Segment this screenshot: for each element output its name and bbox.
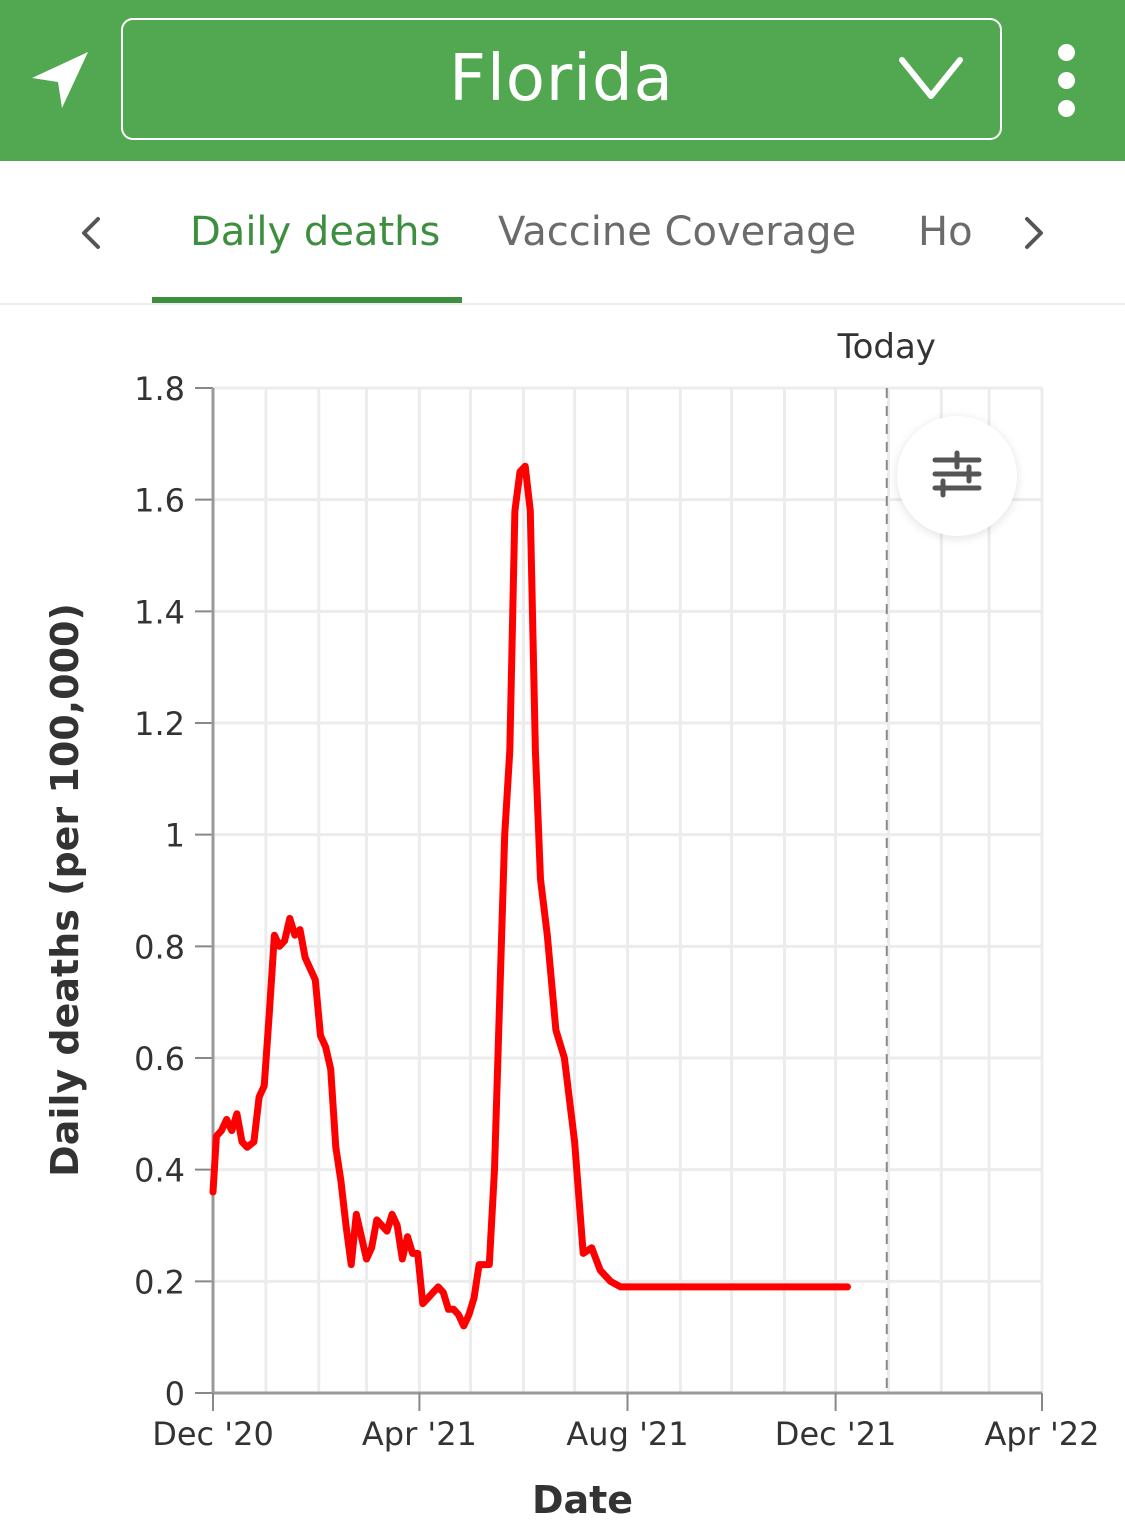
x-tick-label: Dec '21 [775, 1415, 897, 1453]
y-axis-label: Daily deaths (per 100,000) [43, 603, 87, 1177]
chevron-right-icon [1025, 217, 1043, 249]
x-tick-label: Apr '21 [362, 1415, 477, 1453]
daily-deaths-chart[interactable]: 0 0.2 0.4 0.6 0.8 1 1.2 1.4 1.6 1.8 Dec '20 Apr '21… [0, 305, 1125, 1529]
tab-daily-deaths[interactable]: Daily deaths [190, 209, 441, 255]
y-tick-label: 1 [165, 817, 185, 855]
y-tick-label: 0.8 [134, 928, 185, 966]
tab-hospitalizations[interactable]: Ho [918, 209, 973, 255]
more-vertical-icon [1058, 72, 1075, 89]
y-tick-label: 1.4 [134, 593, 185, 631]
active-tab-indicator [152, 297, 462, 303]
y-tick-label: 1.6 [134, 482, 185, 520]
chevron-left-icon [82, 217, 100, 249]
more-menu-button[interactable] [1040, 38, 1094, 122]
more-vertical-icon [1058, 100, 1075, 117]
y-tick-label: 1.8 [134, 370, 185, 408]
region-name: Florida [449, 42, 674, 116]
x-tick-label: Dec '20 [152, 1415, 274, 1453]
tab-vaccine-coverage[interactable]: Vaccine Coverage [498, 209, 857, 255]
y-tick-label: 0.4 [134, 1152, 185, 1190]
x-tick-label: Apr '22 [984, 1415, 1099, 1453]
daily-deaths-series-line [209, 462, 851, 1330]
chevron-down-icon [899, 57, 963, 99]
location-button[interactable] [18, 38, 102, 122]
y-tick-label: 0.2 [134, 1263, 185, 1301]
y-tick-label: 0 [165, 1375, 185, 1413]
y-tick-label: 0.6 [134, 1040, 185, 1078]
x-tick-label: Aug '21 [566, 1415, 688, 1453]
more-vertical-icon [1058, 44, 1075, 61]
y-tick-label: 1.2 [134, 705, 185, 743]
tabs-next-button[interactable] [1013, 207, 1057, 259]
app-header: Florida [0, 0, 1125, 161]
x-axis-label: Date [532, 1478, 633, 1522]
sliders-icon [932, 450, 982, 498]
region-dropdown[interactable]: Florida [121, 18, 1002, 140]
metric-tabs: Daily deaths Vaccine Coverage Ho [0, 161, 1125, 305]
chart-settings-button[interactable] [897, 416, 1017, 536]
today-label: Today [837, 327, 936, 367]
tabs-prev-button[interactable] [68, 207, 112, 259]
location-arrow-icon [32, 52, 88, 108]
